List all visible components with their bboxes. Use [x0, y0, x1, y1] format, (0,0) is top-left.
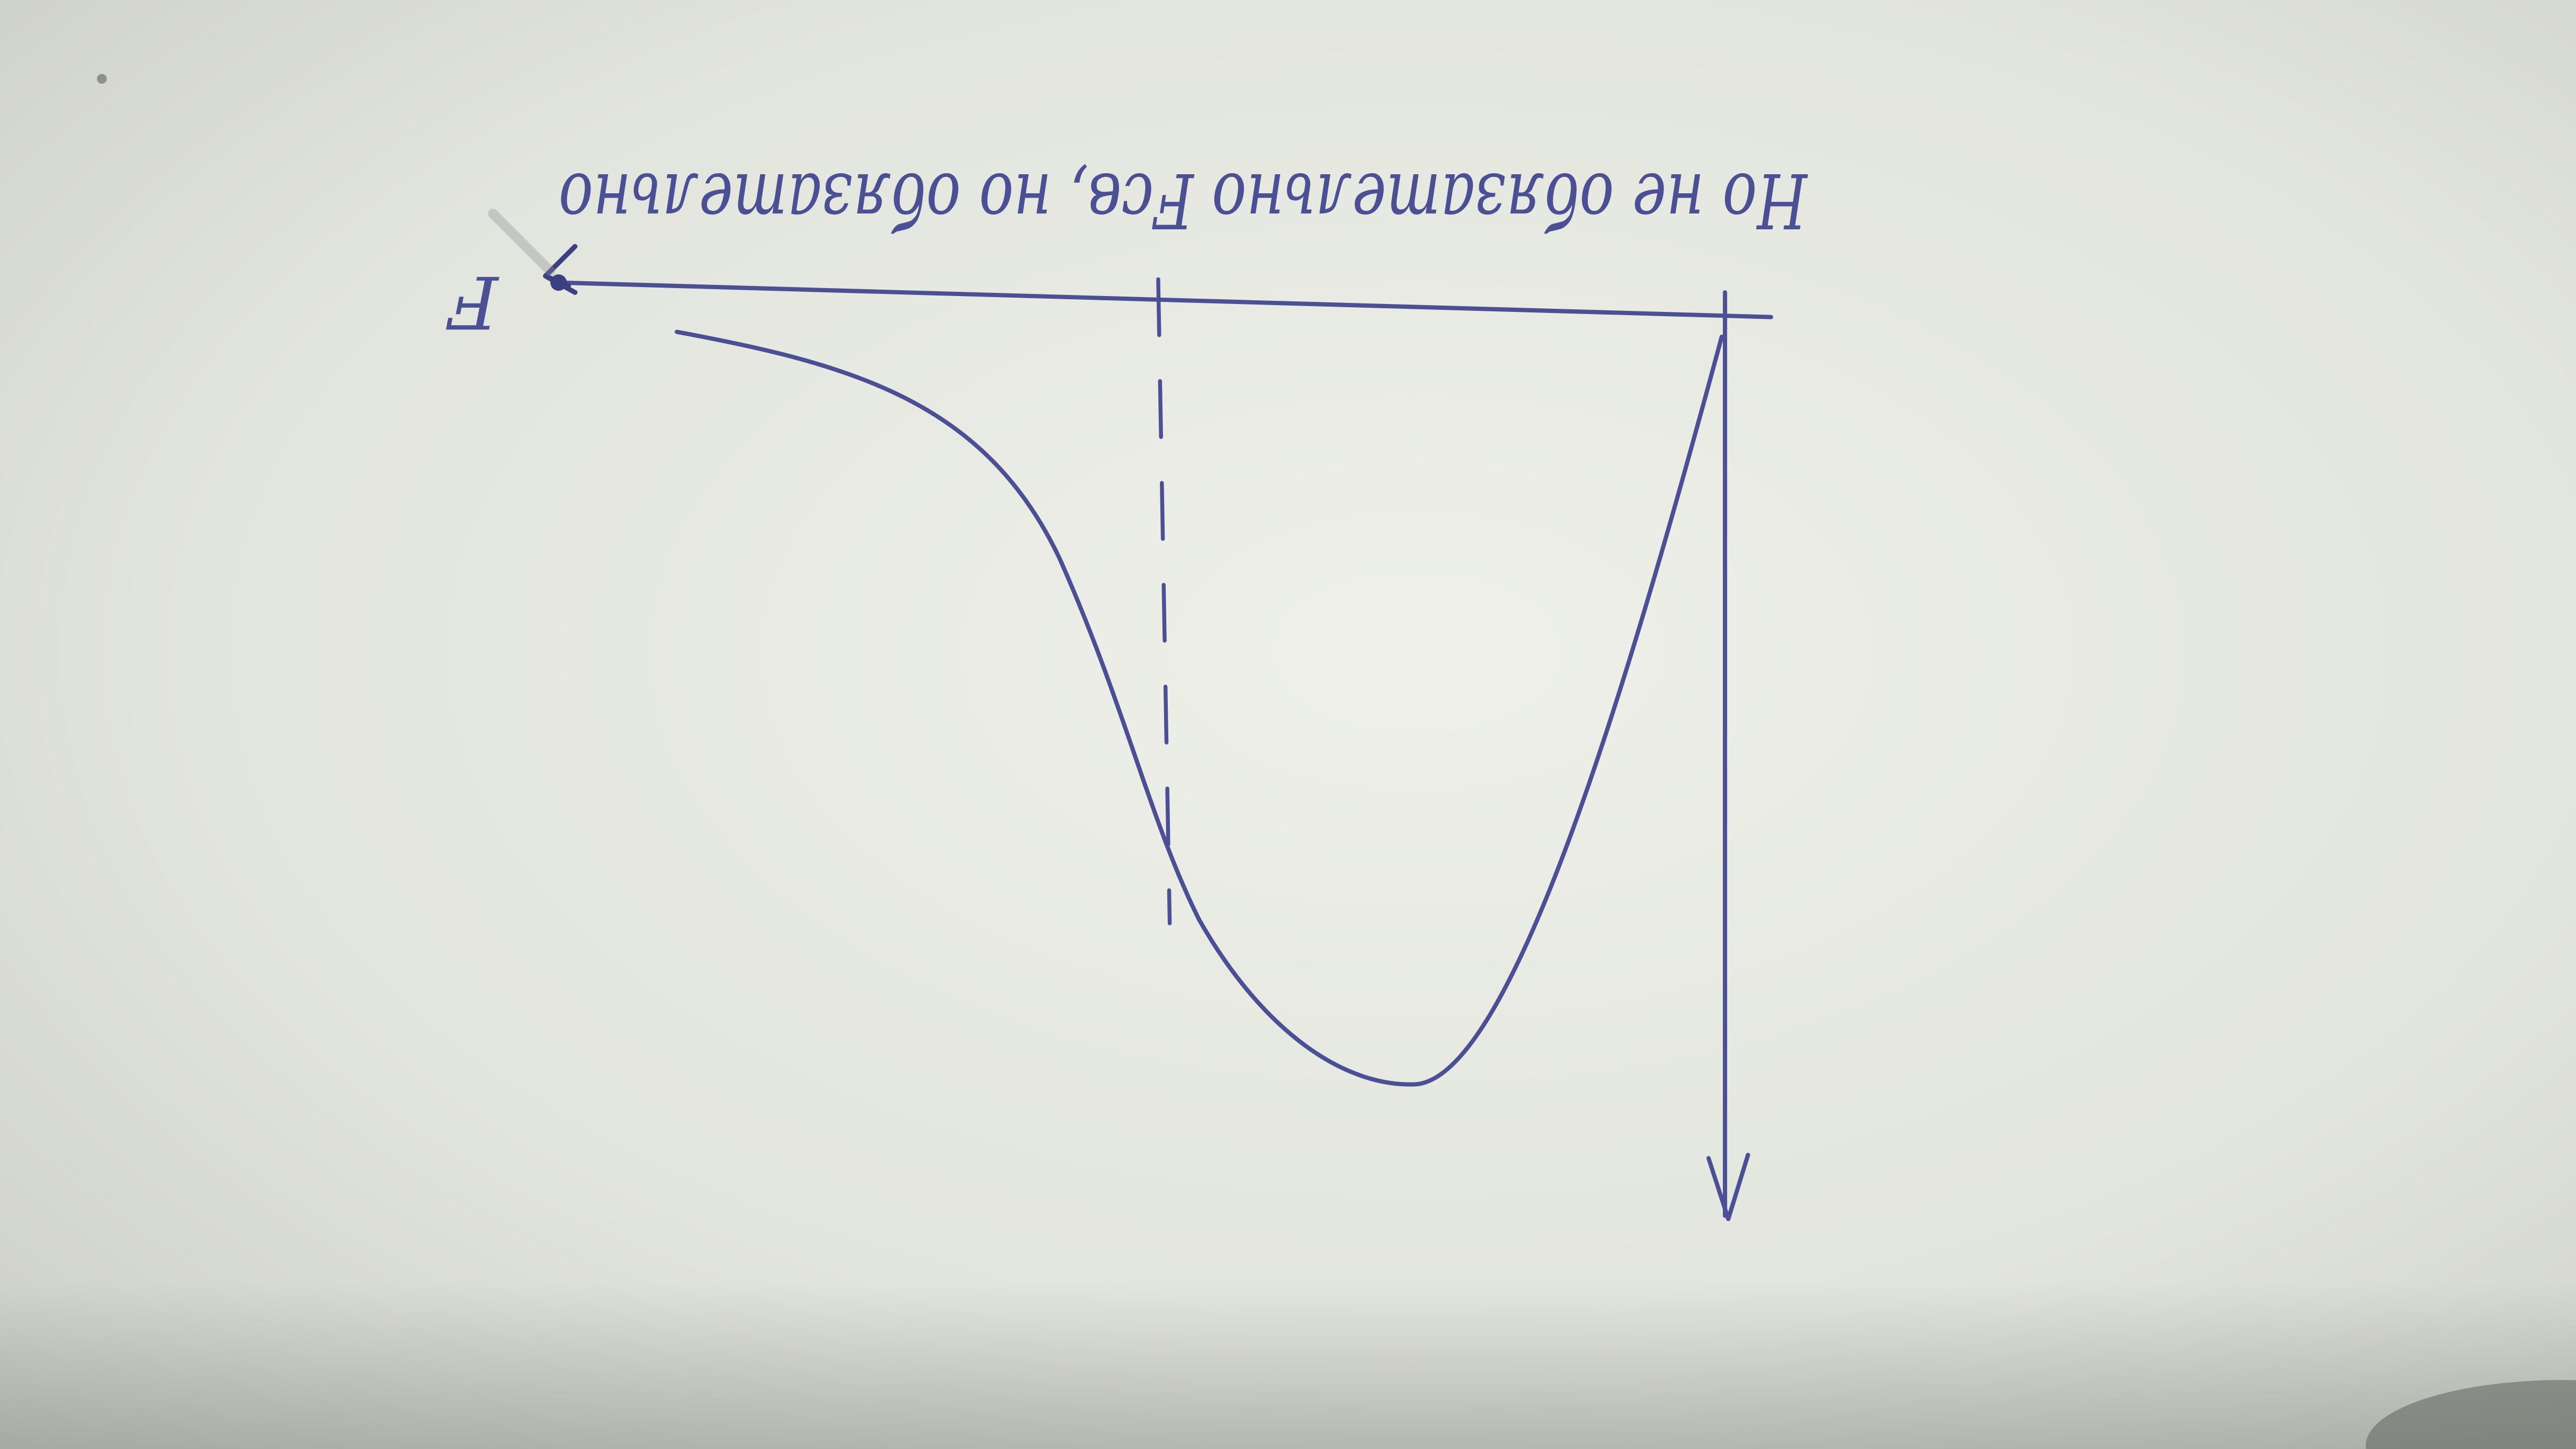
vertical-axis-arrowhead [1706, 1152, 1750, 1221]
paper-speck [97, 74, 107, 84]
annotation-text: Но не обязательно Fсв, но обязательно [559, 156, 1809, 244]
ink-sketch: F Но не обязательно Fсв, но обязательно [446, 156, 1809, 1221]
annotation: Но не обязательно Fсв, но обязательно [559, 156, 1809, 244]
axis-label-text: F [446, 260, 500, 344]
dashed-line [1156, 277, 1172, 926]
paper-bottom-shade [0, 1281, 2576, 1449]
arrow-ink-blot [550, 274, 567, 291]
horizontal-axis [556, 280, 1774, 319]
shadow-corner [2366, 1380, 2576, 1449]
axis-label-f: F [446, 260, 500, 344]
potential-curve [675, 329, 1724, 1087]
pencil-smudge [488, 208, 556, 276]
